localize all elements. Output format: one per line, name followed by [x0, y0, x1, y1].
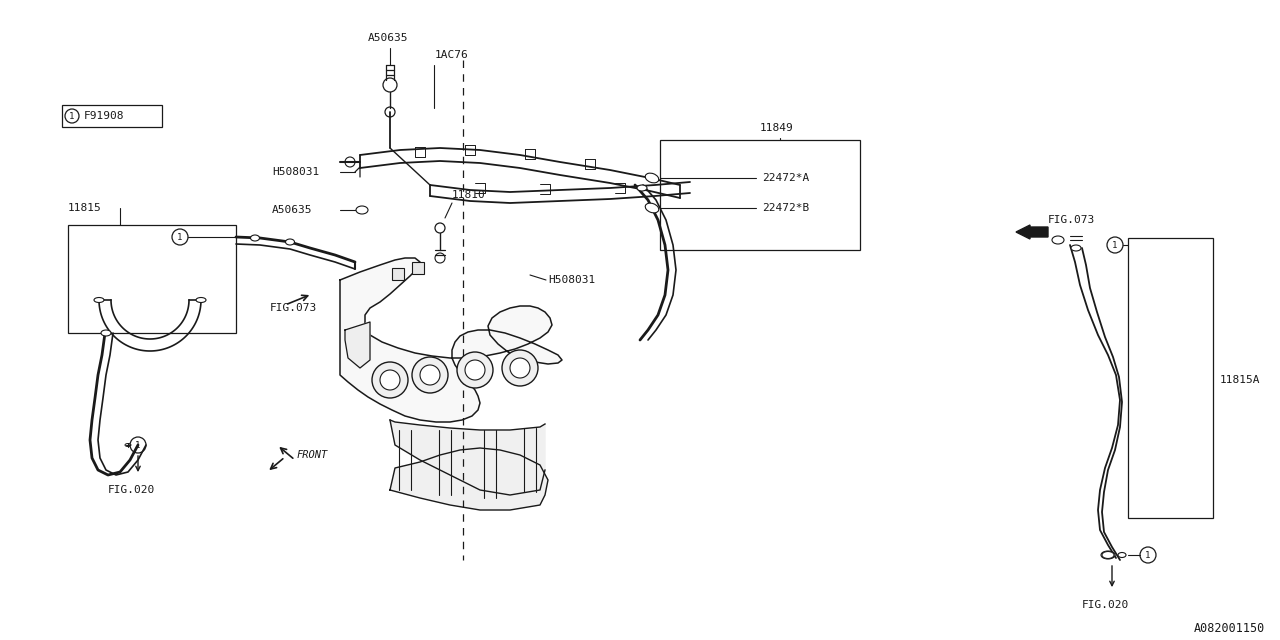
Text: 1AC76: 1AC76	[435, 50, 468, 60]
Ellipse shape	[637, 185, 646, 191]
Bar	[660, 140, 860, 250]
Circle shape	[465, 360, 485, 380]
Ellipse shape	[356, 206, 369, 214]
Text: 1: 1	[178, 232, 183, 241]
Ellipse shape	[285, 239, 294, 245]
Circle shape	[502, 350, 538, 386]
Circle shape	[457, 352, 493, 388]
Bar	[61, 105, 163, 127]
Ellipse shape	[1102, 552, 1114, 559]
Text: 11815A: 11815A	[1220, 375, 1261, 385]
Ellipse shape	[1117, 552, 1126, 557]
Text: A50635: A50635	[273, 205, 312, 215]
Text: 11810: 11810	[452, 190, 485, 200]
Circle shape	[435, 223, 445, 233]
Text: 1: 1	[1112, 241, 1117, 250]
Text: H508031: H508031	[273, 167, 319, 177]
Text: F91908: F91908	[84, 111, 124, 121]
Bar	[392, 268, 404, 280]
Ellipse shape	[93, 298, 104, 303]
Ellipse shape	[645, 203, 659, 213]
Circle shape	[509, 358, 530, 378]
Ellipse shape	[196, 298, 206, 303]
Circle shape	[380, 370, 401, 390]
Bar	[68, 225, 236, 333]
Circle shape	[372, 362, 408, 398]
Text: FIG.020: FIG.020	[108, 485, 155, 495]
FancyArrow shape	[1016, 225, 1048, 239]
Text: 1: 1	[69, 111, 74, 120]
Ellipse shape	[1071, 245, 1082, 251]
Polygon shape	[346, 322, 370, 368]
Text: FIG.020: FIG.020	[1082, 600, 1129, 610]
Circle shape	[420, 365, 440, 385]
Text: 11849: 11849	[760, 123, 794, 133]
Bar	[1128, 238, 1213, 518]
Text: 1: 1	[1146, 550, 1151, 559]
Text: 22472*B: 22472*B	[762, 203, 809, 213]
Text: A082001150: A082001150	[1194, 621, 1265, 634]
Polygon shape	[390, 448, 548, 510]
Text: A50635: A50635	[369, 33, 408, 43]
Ellipse shape	[645, 173, 659, 183]
Bar	[412, 262, 424, 274]
Ellipse shape	[1101, 551, 1115, 559]
Text: 1: 1	[136, 440, 141, 449]
Circle shape	[412, 357, 448, 393]
Text: 22472*A: 22472*A	[762, 173, 809, 183]
Ellipse shape	[101, 330, 111, 336]
Text: FRONT: FRONT	[297, 450, 328, 460]
Text: FIG.073: FIG.073	[1048, 215, 1096, 225]
Polygon shape	[390, 420, 545, 495]
Text: FIG.073: FIG.073	[270, 303, 317, 313]
Polygon shape	[340, 258, 562, 422]
Text: H508031: H508031	[548, 275, 595, 285]
Ellipse shape	[251, 235, 260, 241]
Text: 11815: 11815	[68, 203, 101, 213]
